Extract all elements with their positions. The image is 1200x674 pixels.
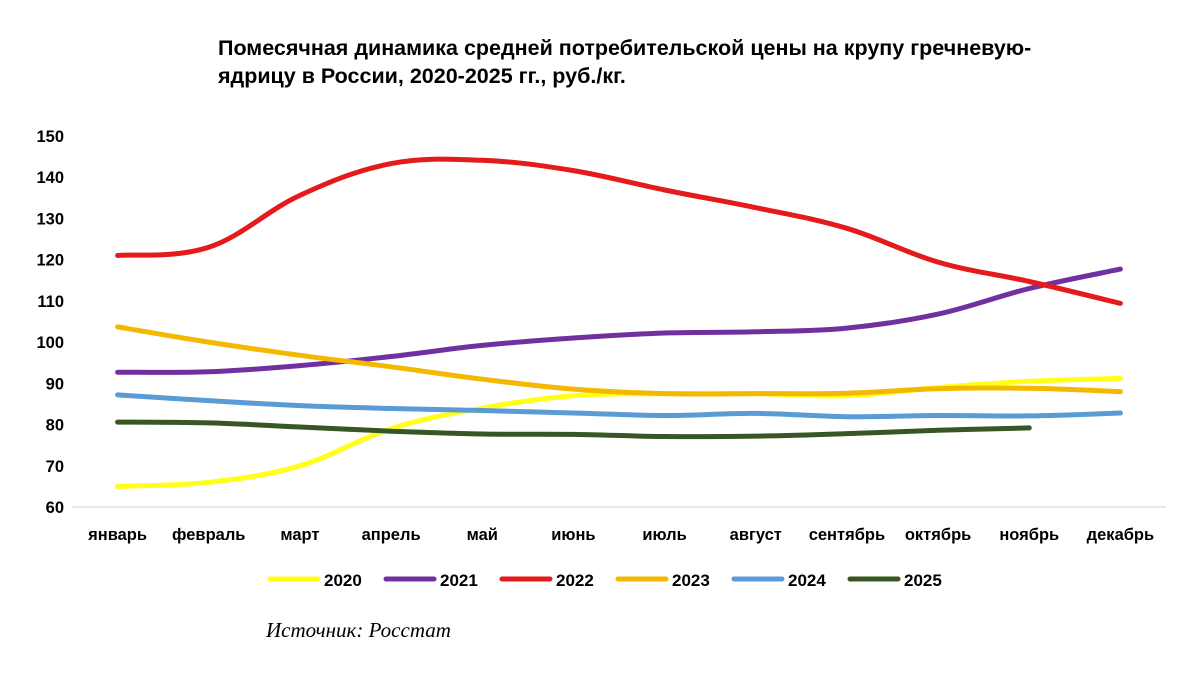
x-tick-label: апрель bbox=[362, 526, 421, 544]
series-line-2021 bbox=[115, 266, 1123, 375]
x-tick-label: июнь bbox=[551, 526, 595, 544]
series-lines bbox=[115, 156, 1123, 489]
legend-label-2020: 2020 bbox=[324, 571, 362, 590]
y-tick-label: 70 bbox=[46, 458, 64, 476]
y-tick-label: 90 bbox=[46, 375, 64, 393]
y-tick-label: 140 bbox=[36, 169, 64, 187]
series-line-2023 bbox=[115, 324, 1123, 397]
x-tick-label: июль bbox=[642, 526, 686, 544]
x-tick-label: январь bbox=[87, 526, 147, 544]
x-axis-ticks: январь февраль март апрель май июнь июль август… bbox=[87, 526, 1154, 544]
chart-title-line-1: Помесячная динамика средней потребительс… bbox=[218, 36, 1032, 60]
y-tick-label: 120 bbox=[36, 252, 64, 270]
series-line-2020 bbox=[115, 375, 1123, 489]
legend-label-2021: 2021 bbox=[440, 571, 478, 590]
x-tick-label: сентябрь bbox=[809, 526, 885, 544]
x-tick-label: декабрь bbox=[1087, 526, 1155, 544]
y-tick-label: 60 bbox=[46, 499, 64, 517]
y-tick-label: 130 bbox=[36, 210, 64, 228]
series-line-2025 bbox=[115, 419, 1032, 440]
y-tick-label: 100 bbox=[36, 334, 64, 352]
y-tick-label: 80 bbox=[46, 417, 64, 435]
legend-label-2025: 2025 bbox=[904, 571, 942, 590]
chart-title: Помесячная динамика средней потребительс… bbox=[218, 34, 1118, 90]
x-tick-label: август bbox=[730, 526, 782, 544]
legend-label-2024: 2024 bbox=[788, 571, 826, 590]
legend: 2020 2021 2022 2023 2024 2025 bbox=[267, 571, 942, 590]
source-note: Источник: Росстат bbox=[266, 618, 451, 642]
x-tick-label: октябрь bbox=[905, 526, 971, 544]
x-tick-label: май bbox=[467, 526, 498, 544]
legend-label-2022: 2022 bbox=[556, 571, 594, 590]
x-tick-label: февраль bbox=[172, 526, 245, 544]
y-axis-ticks: 60 70 80 90 100 110 120 130 140 150 bbox=[36, 128, 64, 517]
x-tick-label: ноябрь bbox=[999, 526, 1059, 544]
series-line-2022 bbox=[115, 156, 1123, 306]
y-tick-label: 150 bbox=[36, 128, 64, 146]
legend-label-2023: 2023 bbox=[672, 571, 710, 590]
chart-title-line-2: ядрицу в России, 2020-2025 гг., руб./кг. bbox=[218, 64, 626, 88]
x-tick-label: март bbox=[280, 526, 319, 544]
series-line-2024 bbox=[115, 392, 1123, 420]
y-tick-label: 110 bbox=[37, 293, 64, 311]
